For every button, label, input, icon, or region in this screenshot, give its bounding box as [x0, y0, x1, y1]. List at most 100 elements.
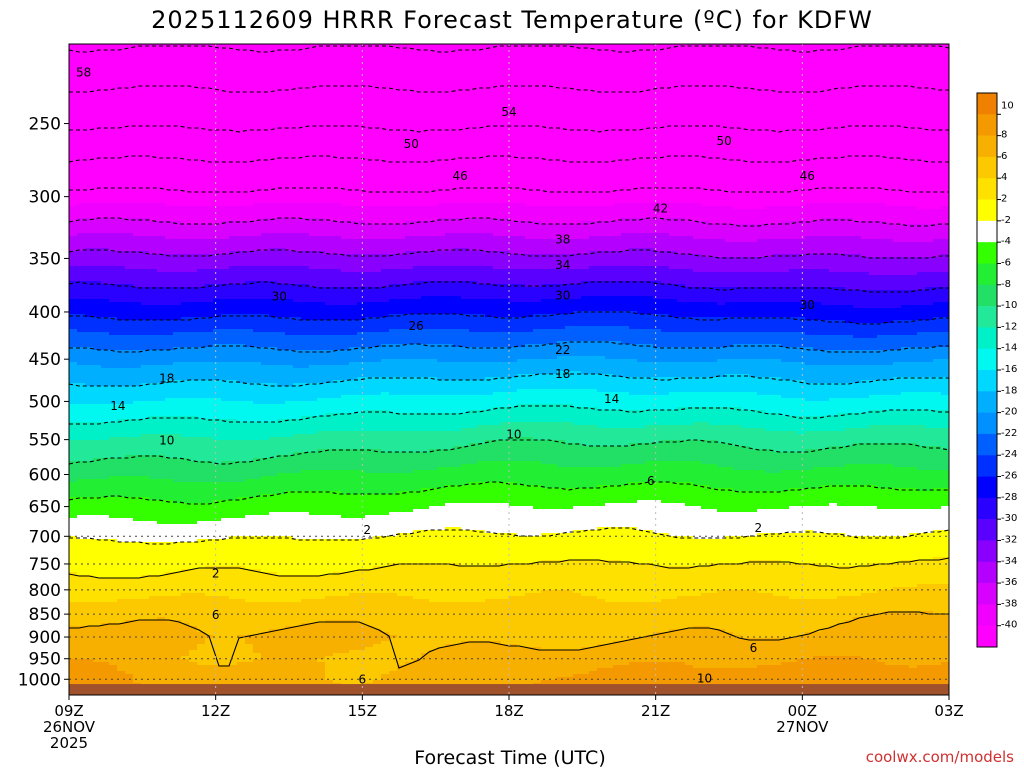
x-tick-label: 09Z [54, 702, 83, 720]
contour-label: 30 [555, 289, 570, 303]
contour-label: 38 [555, 233, 570, 247]
colorbar-swatch [977, 455, 997, 477]
y-axis: 250 300 350 400 450 500 550 600 650 700 750 800 850 9… [18, 115, 69, 690]
colorbar-swatch [977, 519, 997, 541]
y-tick-label: 500 [29, 392, 61, 412]
colorbar-swatch [977, 391, 997, 413]
contour-label: 6 [750, 641, 758, 655]
colorbar-label: -14 [1001, 343, 1017, 354]
contour-label: 30 [800, 298, 815, 312]
colorbar-label: 8 [1001, 130, 1007, 141]
colorbar-swatch [977, 604, 997, 626]
colorbar-label: -8 [1001, 279, 1011, 290]
plot-fill [69, 44, 949, 695]
colorbar-swatch [977, 348, 997, 371]
colorbar: 10 8 6 4 2 -2 -4 -6 -8 -10 -12 -14 -16 -18 -20 -22 -24 -2… [976, 92, 1017, 648]
colorbar-swatch [977, 327, 997, 349]
contour-label: 14 [110, 399, 125, 413]
colorbar-swatch [977, 561, 997, 584]
contour-label: 2 [363, 523, 371, 537]
contour-label: 58 [76, 65, 91, 79]
colorbar-label: -28 [1001, 492, 1017, 503]
colorbar-label: -16 [1001, 364, 1017, 375]
colorbar-swatch [977, 412, 997, 435]
y-tick-label: 750 [29, 555, 61, 575]
colorbar-swatch [977, 306, 997, 328]
y-tick-label: 450 [29, 350, 61, 370]
colorbar-swatch [977, 114, 997, 136]
contour-label: 18 [555, 367, 570, 381]
colorbar-swatch [977, 135, 997, 158]
colorbar-swatch [977, 540, 997, 563]
colorbar-swatch [977, 284, 997, 307]
colorbar-swatch [977, 199, 997, 222]
colorbar-swatch [977, 476, 997, 499]
contour-label: 26 [408, 319, 423, 333]
colorbar-label: 4 [1001, 172, 1007, 183]
contour-label: 30 [272, 290, 287, 304]
colorbar-swatch [977, 156, 997, 179]
chart-title: 2025112609 HRRR Forecast Temperature (ºC… [151, 6, 873, 34]
colorbar-label: -38 [1001, 598, 1017, 609]
contour-label: 50 [404, 137, 419, 151]
x-tick-label: 00Z [788, 702, 817, 720]
y-tick-label: 300 [29, 188, 61, 208]
x-axis-label: Forecast Time (UTC) [414, 747, 605, 768]
colorbar-label: -10 [1001, 300, 1017, 311]
y-tick-label: 850 [29, 605, 61, 625]
colorbar-label: -22 [1001, 428, 1017, 439]
y-tick-label: 250 [29, 115, 61, 135]
colorbar-swatch [977, 433, 997, 456]
y-tick-label: 1000 [18, 670, 61, 690]
colorbar-swatch [977, 263, 997, 286]
y-tick-label: 650 [29, 498, 61, 518]
colorbar-label: -30 [1001, 513, 1017, 524]
colorbar-swatch [977, 583, 997, 605]
colorbar-label: -4 [1001, 236, 1011, 247]
y-tick-label: 900 [29, 628, 61, 648]
colorbar-label: -20 [1001, 407, 1017, 418]
contour-label: 2 [212, 566, 220, 580]
colorbar-label: -26 [1001, 471, 1017, 482]
y-tick-label: 800 [29, 581, 61, 601]
contour-label: 18 [159, 371, 174, 385]
x-tick-label: 27NOV [776, 718, 829, 736]
contour-label: 14 [604, 392, 619, 406]
colorbar-swatch [977, 497, 997, 520]
contour-label: 6 [359, 672, 367, 686]
contour-label: 54 [501, 105, 516, 119]
x-tick-label: 21Z [641, 702, 670, 720]
colorbar-swatch [977, 178, 997, 200]
colorbar-swatch [977, 93, 997, 115]
y-tick-label: 600 [29, 466, 61, 486]
y-tick-label: 950 [29, 650, 61, 670]
x-tick-label: 12Z [201, 702, 230, 720]
colorbar-label: -6 [1001, 257, 1011, 268]
colorbar-label: 6 [1001, 151, 1007, 162]
colorbar-swatch [977, 370, 997, 392]
colorbar-swatch [977, 242, 997, 264]
contour-label: 6 [647, 474, 655, 488]
colorbar-label: -36 [1001, 577, 1017, 588]
credit-text: coolwx.com/models [866, 748, 1014, 766]
colorbar-swatch [977, 220, 997, 243]
contour-label: 42 [653, 201, 668, 215]
y-tick-label: 700 [29, 527, 61, 547]
isotherm--58 [69, 45, 949, 53]
x-tick-label: 15Z [348, 702, 377, 720]
x-tick-label: 2025 [50, 734, 88, 752]
contour-label: 50 [716, 134, 731, 148]
colorbar-label: -2 [1001, 215, 1011, 226]
colorbar-label: -34 [1001, 556, 1017, 567]
colorbar-label: -24 [1001, 449, 1017, 460]
colorbar-swatch [977, 625, 997, 648]
y-tick-label: 550 [29, 431, 61, 451]
y-tick-label: 400 [29, 303, 61, 323]
colorbar-label: 2 [1001, 194, 1007, 205]
contour-label: 34 [555, 258, 570, 272]
colorbar-label: -12 [1001, 321, 1017, 332]
